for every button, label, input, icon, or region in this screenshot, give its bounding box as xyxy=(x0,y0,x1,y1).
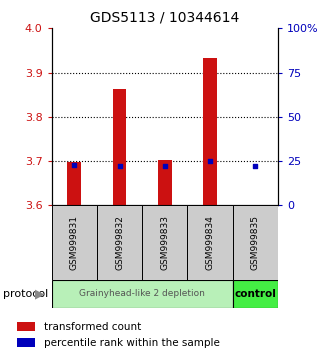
Bar xyxy=(113,89,126,205)
Bar xyxy=(68,162,81,205)
Bar xyxy=(158,160,171,205)
Point xyxy=(207,158,213,164)
Bar xyxy=(233,205,278,280)
Bar xyxy=(97,205,142,280)
Bar xyxy=(187,205,233,280)
Text: GSM999834: GSM999834 xyxy=(205,215,215,270)
Bar xyxy=(17,338,35,347)
Title: GDS5113 / 10344614: GDS5113 / 10344614 xyxy=(90,10,239,24)
Bar xyxy=(17,322,35,331)
Text: ▶: ▶ xyxy=(35,287,44,300)
Bar xyxy=(203,57,217,205)
Bar xyxy=(52,280,233,308)
Bar xyxy=(52,205,97,280)
Point xyxy=(162,164,167,169)
Text: GSM999833: GSM999833 xyxy=(160,215,169,270)
Point xyxy=(72,162,77,167)
Text: GSM999831: GSM999831 xyxy=(70,215,79,270)
Point xyxy=(117,164,122,169)
Text: GSM999835: GSM999835 xyxy=(251,215,260,270)
Text: transformed count: transformed count xyxy=(44,322,141,332)
Point xyxy=(253,164,258,169)
Text: protocol: protocol xyxy=(3,289,49,299)
Text: GSM999832: GSM999832 xyxy=(115,215,124,270)
Text: percentile rank within the sample: percentile rank within the sample xyxy=(44,338,219,348)
Bar xyxy=(142,205,187,280)
Text: Grainyhead-like 2 depletion: Grainyhead-like 2 depletion xyxy=(79,289,205,298)
Text: control: control xyxy=(234,289,276,299)
Bar xyxy=(233,280,278,308)
